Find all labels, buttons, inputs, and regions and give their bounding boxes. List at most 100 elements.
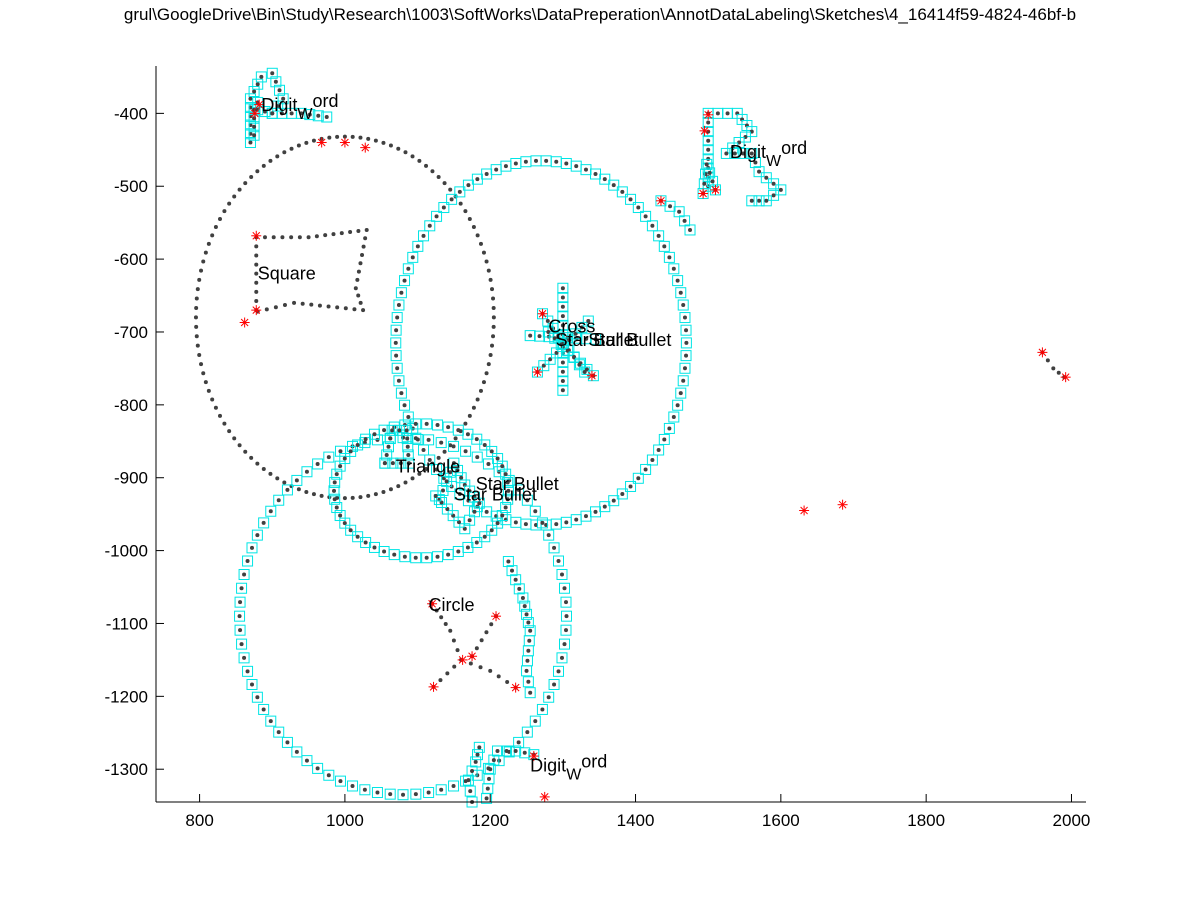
annotation-label: DigitWord (530, 751, 607, 783)
shape-1-box (679, 362, 691, 374)
triangle-box (401, 433, 413, 445)
x-tick-label: 1200 (471, 811, 509, 830)
shape-2-box (312, 458, 324, 470)
shape-2-point (562, 586, 567, 591)
circle-x-stroke-2-point (496, 674, 501, 679)
circle-x-stroke-1-point (434, 608, 439, 613)
shape-1-point (441, 205, 446, 210)
square-point (343, 306, 348, 311)
shape-1-box (668, 263, 680, 275)
right-circle-lower-tail-point (520, 595, 525, 600)
digit-word-top-right-point (757, 169, 762, 174)
shape-1-point (675, 278, 680, 283)
shape-1-point (650, 223, 655, 228)
shape-0-point (491, 324, 496, 329)
shape-1-point (593, 171, 598, 176)
shape-1-box (393, 375, 405, 387)
shape-2-point (451, 444, 456, 449)
shape-2-box (543, 529, 555, 541)
square-point (358, 261, 363, 266)
endpoint-stroke (252, 231, 261, 240)
shape-1-box (471, 173, 483, 185)
shape-2-point (552, 682, 557, 687)
shape-1-point (466, 183, 471, 188)
right-circle-lower-tail-box (513, 583, 525, 595)
right-circle-lower-tail-point (524, 612, 529, 617)
shape-1-point (620, 189, 625, 194)
annotation-label: Triangle (396, 457, 460, 477)
shape-0-point (201, 371, 206, 376)
square-point (309, 302, 314, 307)
shape-0-point (289, 146, 294, 151)
y-tick-label: -600 (114, 250, 148, 269)
shape-3-point (505, 480, 510, 485)
triangle-point (388, 436, 393, 441)
shape-1-box (679, 312, 691, 324)
shape-1-box (668, 411, 680, 423)
shape-3-box (329, 476, 341, 488)
shape-0-point (249, 455, 254, 460)
digit-word-bottom-2-box (462, 774, 474, 786)
triangle-point (390, 428, 395, 433)
shape-0-point (232, 194, 237, 199)
shape-1-point (449, 197, 454, 202)
star-bullet-point (433, 493, 438, 498)
shape-3-box (345, 445, 357, 457)
shape-0-point (237, 187, 242, 192)
shape-2-box (334, 775, 346, 787)
big-circle-tail-point (682, 218, 687, 223)
shape-2-box (423, 787, 435, 799)
shape-0-point (403, 480, 408, 485)
digit-word-top-left-box (274, 84, 286, 96)
square-point (348, 230, 353, 235)
star-bullet-box (447, 510, 459, 522)
shape-2-point (315, 766, 320, 771)
star-bullet-box (436, 496, 448, 508)
shape-3-box (331, 468, 343, 480)
shape-1-point (681, 378, 686, 383)
shape-2-box (236, 582, 248, 594)
shape-1-box (632, 202, 644, 214)
endpoint-stroke (428, 599, 436, 608)
square-point (361, 308, 366, 313)
shape-1-box (672, 275, 684, 287)
digit-word-bottom-2-box (464, 785, 476, 797)
shape-2-box (435, 437, 447, 449)
triangle-box (379, 457, 391, 469)
square-point (254, 289, 259, 294)
big-circle-tail-point (677, 209, 682, 214)
shape-1-box (640, 210, 652, 222)
shape-0-point (217, 413, 222, 418)
digit-word-bottom-2-point (477, 745, 482, 750)
shape-3-point (355, 534, 360, 539)
star-bullet-point (459, 475, 464, 480)
shape-2-box (558, 638, 570, 650)
shape-3-point (446, 552, 451, 557)
shape-1-point (406, 266, 411, 271)
shape-2-box (359, 784, 371, 796)
endpoint-marker (339, 137, 350, 148)
square-point (300, 301, 305, 306)
digit-word-bottom-2-box (472, 749, 484, 761)
shape-2-point (388, 792, 393, 797)
shape-3-point (338, 513, 343, 518)
shape-2-box (281, 736, 293, 748)
shape-3-box (432, 419, 444, 431)
shape-0-point (227, 429, 232, 434)
digit-word-bottom-2-point (473, 759, 478, 764)
shape-1-point (513, 161, 518, 166)
shape-2-box (265, 715, 277, 727)
shape-0-point (396, 484, 401, 489)
shape-2-box (242, 665, 254, 677)
endpoint-stroke (511, 683, 520, 692)
shape-3-point (342, 456, 347, 461)
big-circle-tail-point (668, 204, 673, 209)
square-point (254, 253, 259, 258)
shape-3-point (435, 554, 440, 559)
endpoint-stroke (538, 309, 547, 318)
digit-word-bottom-2-box (470, 756, 482, 768)
square-point (364, 227, 369, 232)
digit-word-bottom-point (491, 758, 496, 763)
shape-3-point (503, 505, 508, 510)
shape-2-point (294, 749, 299, 754)
